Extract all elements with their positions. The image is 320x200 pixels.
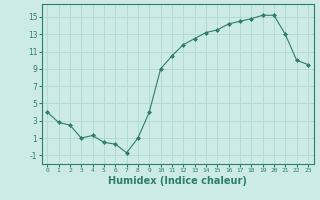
X-axis label: Humidex (Indice chaleur): Humidex (Indice chaleur) (108, 176, 247, 186)
